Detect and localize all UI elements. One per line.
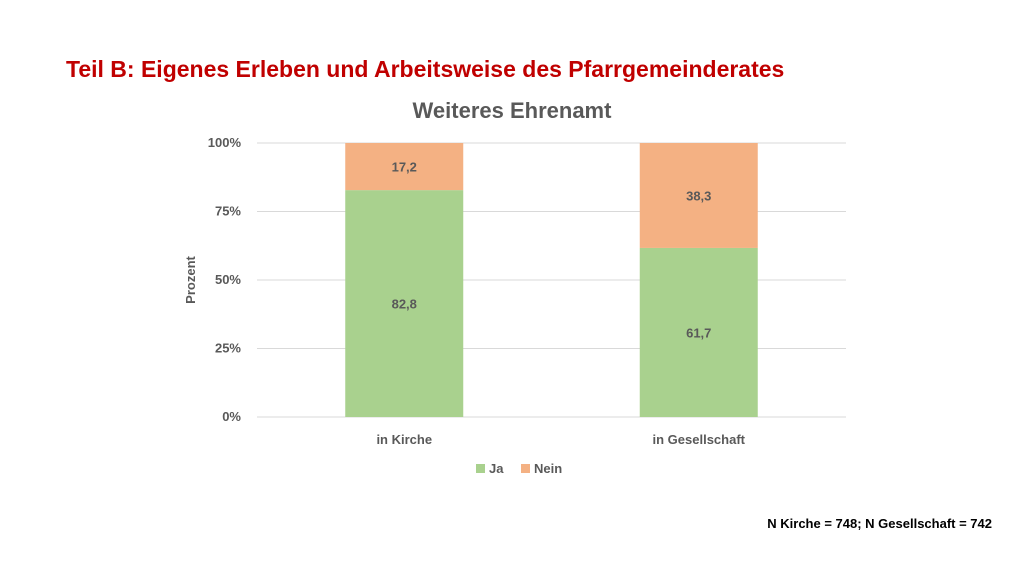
y-tick-label: 0% xyxy=(222,409,241,424)
bar-ja-1 xyxy=(345,190,464,417)
legend: Ja Nein xyxy=(476,461,562,476)
bar-ja-2 xyxy=(639,247,758,417)
y-axis-title: Prozent xyxy=(183,255,198,303)
bar-nein-1 xyxy=(345,143,464,191)
x-category-label: in Gesellschaft xyxy=(653,432,746,447)
y-tick-label: 100% xyxy=(208,135,242,150)
x-axis-categories: in Kirche in Gesellschaft xyxy=(376,432,745,447)
bars: 82,8 17,2 61,7 38,3 xyxy=(345,143,758,417)
y-tick-label: 50% xyxy=(215,272,241,287)
data-label: 82,8 xyxy=(392,297,417,312)
legend-label: Ja xyxy=(489,461,504,476)
chart-title: Weiteres Ehrenamt xyxy=(412,98,612,123)
slide-title: Teil B: Eigenes Erleben und Arbeitsweise… xyxy=(66,56,785,82)
data-label: 38,3 xyxy=(686,188,711,203)
x-category-label: in Kirche xyxy=(376,432,432,447)
legend-label: Nein xyxy=(534,461,562,476)
y-tick-label: 25% xyxy=(215,341,241,356)
legend-swatch xyxy=(476,464,485,473)
y-tick-label: 75% xyxy=(215,204,241,219)
data-label: 61,7 xyxy=(686,325,711,340)
bar-nein-2 xyxy=(639,143,758,248)
legend-swatch xyxy=(521,464,530,473)
sample-size-note: N Kirche = 748; N Gesellschaft = 742 xyxy=(767,516,992,531)
data-label: 17,2 xyxy=(392,160,417,175)
y-axis-ticks: 0% 25% 50% 75% 100% xyxy=(208,135,242,424)
